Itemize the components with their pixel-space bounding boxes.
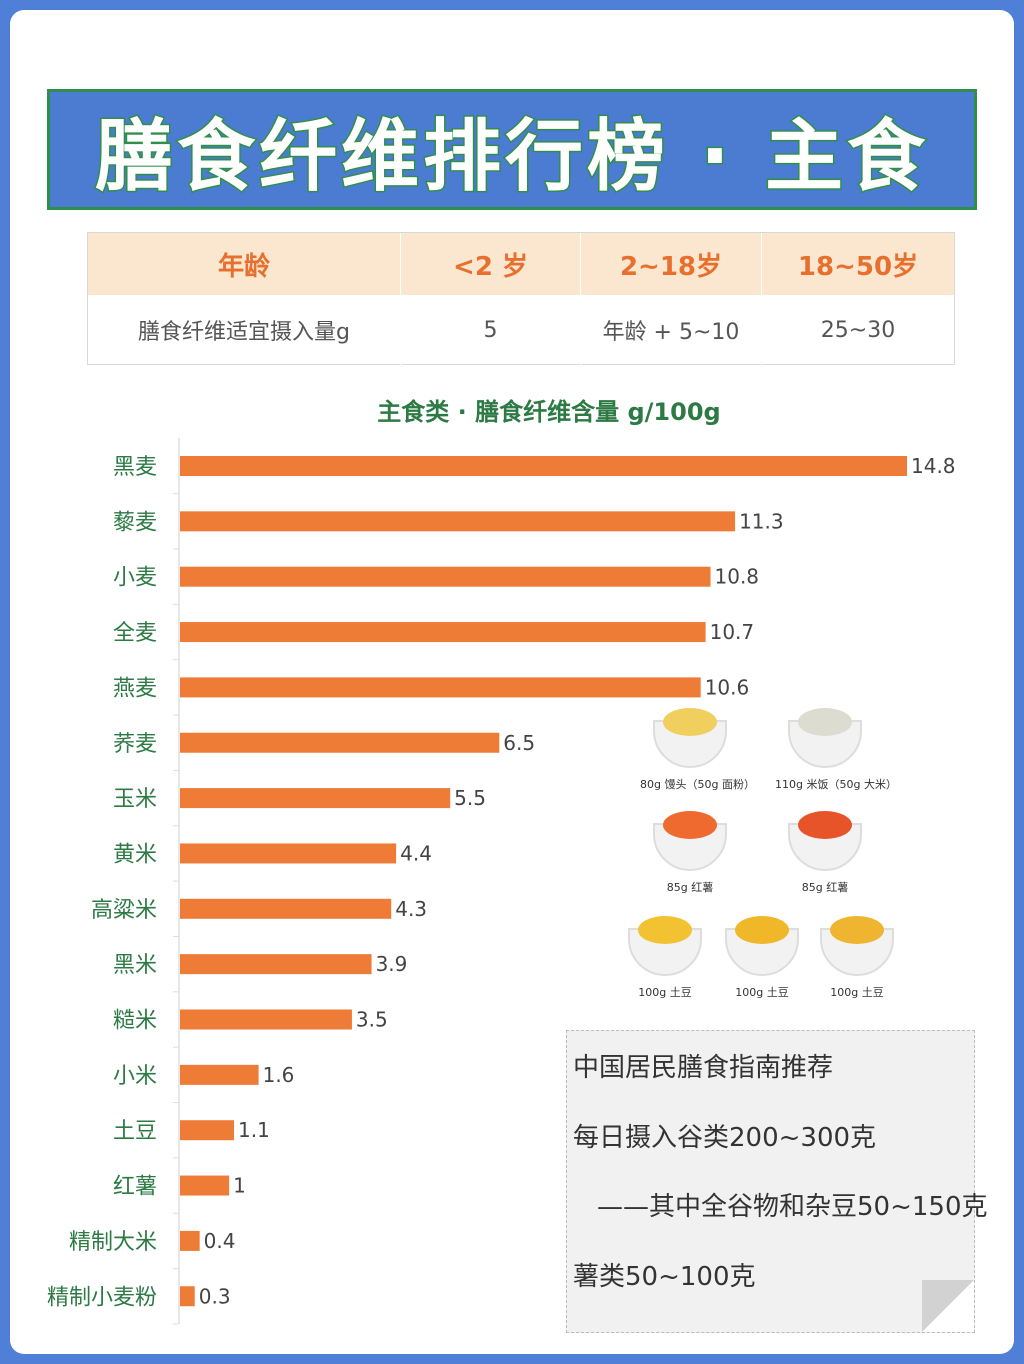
- bar: [180, 566, 711, 587]
- table-header-cell: 18~50岁: [797, 251, 919, 282]
- data-label: 11.3: [739, 509, 784, 533]
- category-label: 精制小麦粉: [47, 1285, 157, 1310]
- food-caption: 100g 土豆: [830, 986, 884, 999]
- table-cell: 膳食纤维适宜摄入量g: [88, 295, 401, 365]
- food-portion-item: 80g 馒头（50g 面粉）: [640, 708, 755, 792]
- data-label: 4.4: [400, 841, 432, 865]
- food-portion-item: 110g 米饭（50g 大米）: [775, 708, 897, 792]
- bar: [180, 1230, 200, 1251]
- food-caption: 110g 米饭（50g 大米）: [775, 778, 897, 791]
- bar: [180, 1009, 352, 1030]
- category-label: 红薯: [113, 1175, 157, 1200]
- chart-title: 主食类 · 膳食纤维含量 g/100g: [377, 398, 721, 426]
- table-header-row: 年龄 <2 岁 2~18岁 18~50岁: [88, 233, 954, 295]
- table-cell: 5: [401, 295, 581, 365]
- category-label: 藜麦: [113, 510, 157, 535]
- bar: [180, 732, 500, 753]
- food-portion-item: 85g 红薯: [640, 811, 740, 895]
- bar: [180, 1286, 195, 1307]
- data-label: 6.5: [503, 731, 535, 755]
- food-caption: 100g 土豆: [735, 986, 789, 999]
- category-label: 高粱米: [91, 898, 157, 923]
- category-label: 黑麦: [113, 455, 157, 480]
- note-heading: 中国居民膳食指南推荐: [573, 1053, 834, 1083]
- note-line: ——其中全谷物和杂豆50~150克: [597, 1192, 988, 1222]
- page-curl-decoration: [922, 1280, 974, 1332]
- bar: [180, 843, 397, 864]
- category-label: 黄米: [113, 842, 157, 867]
- data-label: 1.1: [238, 1118, 270, 1142]
- table-header-cell: 年龄: [88, 233, 401, 295]
- table-cell: 25~30: [820, 317, 896, 343]
- data-label: 10.6: [705, 675, 750, 699]
- category-label: 黑米: [113, 953, 157, 978]
- category-label: 小麦: [113, 566, 157, 591]
- page-title: 膳食纤维排行榜 · 主食: [94, 110, 929, 203]
- data-label: 1.6: [263, 1063, 295, 1087]
- food-portion-item: 100g 土豆: [807, 916, 907, 1000]
- category-label: 全麦: [113, 621, 157, 646]
- food-caption: 100g 土豆: [638, 986, 692, 999]
- sweet-potato-icon: [788, 811, 862, 871]
- food-portion-item: 85g 红薯: [775, 811, 875, 895]
- data-label: 10.8: [715, 565, 760, 589]
- bar: [180, 898, 392, 919]
- bar: [180, 1120, 235, 1141]
- potato-icon: [628, 916, 702, 976]
- steamed-bun-icon: [653, 708, 727, 768]
- bar: [180, 954, 372, 975]
- category-label: 小米: [113, 1064, 157, 1089]
- category-label: 糙米: [113, 1009, 157, 1034]
- bar: [180, 456, 907, 476]
- sweet-potato-icon: [653, 811, 727, 871]
- intake-table: 年龄 <2 岁 2~18岁 18~50岁 膳食纤维适宜摄入量g 5 年龄 + 5…: [87, 232, 955, 365]
- guideline-note: 中国居民膳食指南推荐 每日摄入谷类200~300克 ——其中全谷物和杂豆50~1…: [566, 1030, 988, 1333]
- table-cell: 年龄 + 5~10: [581, 295, 762, 365]
- category-label: 土豆: [113, 1119, 157, 1144]
- bar: [180, 1175, 230, 1196]
- table-row: 膳食纤维适宜摄入量g 5 年龄 + 5~10 25~30: [88, 295, 954, 365]
- bar: [180, 788, 451, 809]
- category-label: 玉米: [113, 787, 157, 812]
- category-label: 燕麦: [113, 676, 157, 701]
- title-banner: 膳食纤维排行榜 · 主食: [47, 89, 977, 210]
- data-label: 14.8: [911, 454, 956, 478]
- food-portion-item: 100g 土豆: [615, 916, 715, 1000]
- food-caption: 85g 红薯: [666, 881, 714, 894]
- table-header-cell: 2~18岁: [581, 233, 762, 295]
- category-label: 荞麦: [113, 732, 157, 757]
- food-portion-item: 100g 土豆: [712, 916, 812, 1000]
- data-label: 4.3: [395, 897, 427, 921]
- data-label: 0.4: [204, 1229, 236, 1253]
- data-label: 1: [233, 1174, 246, 1198]
- table-header-cell: <2 岁: [401, 233, 581, 295]
- note-line: 每日摄入谷类200~300克: [573, 1123, 877, 1153]
- data-label: 3.9: [376, 952, 408, 976]
- data-label: 10.7: [710, 620, 755, 644]
- bar: [180, 622, 706, 643]
- food-caption: 80g 馒头（50g 面粉）: [640, 778, 755, 791]
- potato-icon: [725, 916, 799, 976]
- potato-icon: [820, 916, 894, 976]
- bar: [180, 511, 736, 532]
- bar: [180, 677, 701, 698]
- food-caption: 85g 红薯: [801, 881, 849, 894]
- data-label: 5.5: [454, 786, 486, 810]
- rice-bowl-icon: [788, 708, 862, 768]
- data-label: 3.5: [356, 1008, 388, 1032]
- bar: [180, 1064, 259, 1085]
- note-line: 薯类50~100克: [573, 1262, 756, 1292]
- data-label: 0.3: [199, 1284, 231, 1308]
- category-label: 精制大米: [69, 1230, 157, 1255]
